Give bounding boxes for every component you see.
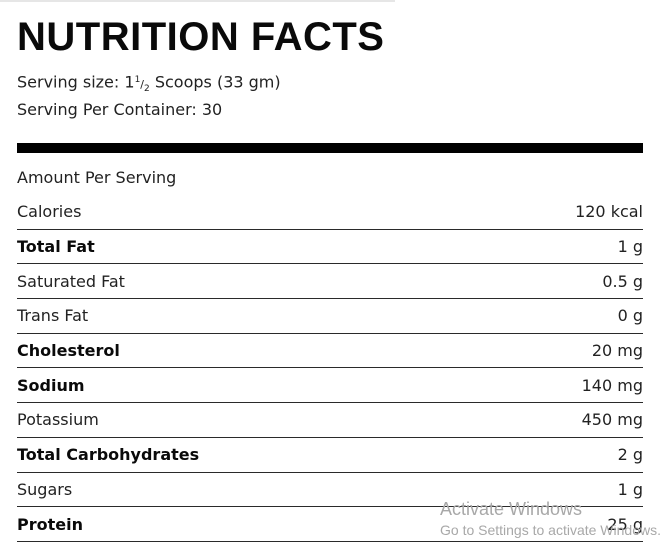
nutrient-row: Cholesterol 20 mg <box>17 334 643 369</box>
nutrient-table: Calories 120 kcal Total Fat 1 g Saturated Fa… <box>17 195 643 542</box>
nutrient-value: 0 g <box>617 306 643 326</box>
thick-divider <box>17 143 643 153</box>
nutrient-label: Trans Fat <box>17 306 89 326</box>
nutrient-row: Sodium 140 mg <box>17 368 643 404</box>
nutrient-value: 25 g <box>607 514 643 534</box>
nutrient-value: 20 mg <box>591 341 643 361</box>
fraction-denominator: 2 <box>144 83 150 94</box>
nutrient-row: Saturated Fat 0.5 g <box>17 264 643 300</box>
serving-size: Serving size: 11/2 Scoops (33 gm) <box>17 70 281 100</box>
nutrient-value: 450 mg <box>581 410 643 430</box>
page-title: NUTRITION FACTS <box>17 15 385 59</box>
nutrient-label: Total Fat <box>17 237 95 257</box>
nutrient-label: Saturated Fat <box>17 271 125 291</box>
amount-per-serving-label: Amount Per Serving <box>17 168 177 187</box>
watermark-title: Activate Windows <box>440 499 583 519</box>
fraction-numerator: 1 <box>134 75 141 85</box>
activate-windows-watermark: Activate Windows Go to Settings to activ… <box>440 498 661 539</box>
nutrient-value: 120 kcal <box>575 202 643 222</box>
nutrient-label: Calories <box>17 202 82 222</box>
nutrient-value: 2 g <box>617 445 643 465</box>
nutrient-row: Total Carbohydrates 2 g <box>17 438 643 473</box>
nutrient-row: Potassium 450 mg <box>17 403 643 438</box>
nutrient-label: Potassium <box>17 410 99 430</box>
nutrient-label: Sugars <box>17 479 73 499</box>
serving-size-whole: 1 <box>124 72 135 92</box>
nutrient-row: Protein 25 g <box>17 507 643 542</box>
nutrient-row: Total Fat 1 g <box>17 230 643 265</box>
nutrient-row: Trans Fat 0 g <box>17 299 643 334</box>
nutrient-value: 1 g <box>617 479 643 499</box>
watermark-subtitle: Go to Settings to activate Windows. <box>440 522 661 538</box>
servings-per-container: Serving Per Container: 30 <box>17 100 223 119</box>
serving-size-unit: Scoops (33 gm) <box>149 72 281 92</box>
nutrient-value: 0.5 g <box>602 271 643 291</box>
nutrient-label: Total Carbohydrates <box>17 445 200 465</box>
serving-size-fraction: 1/2 <box>134 75 150 94</box>
nutrient-row: Calories 120 kcal <box>17 195 643 230</box>
nutrient-row: Sugars 1 g <box>17 473 643 508</box>
serving-size-label: Serving size: <box>17 72 125 92</box>
nutrient-value: 140 mg <box>581 375 643 395</box>
nutrient-label: Cholesterol <box>17 341 120 361</box>
nutrient-label: Protein <box>17 514 83 534</box>
top-edge-line <box>0 0 395 2</box>
nutrient-label: Sodium <box>17 375 85 395</box>
nutrient-value: 1 g <box>617 237 643 257</box>
